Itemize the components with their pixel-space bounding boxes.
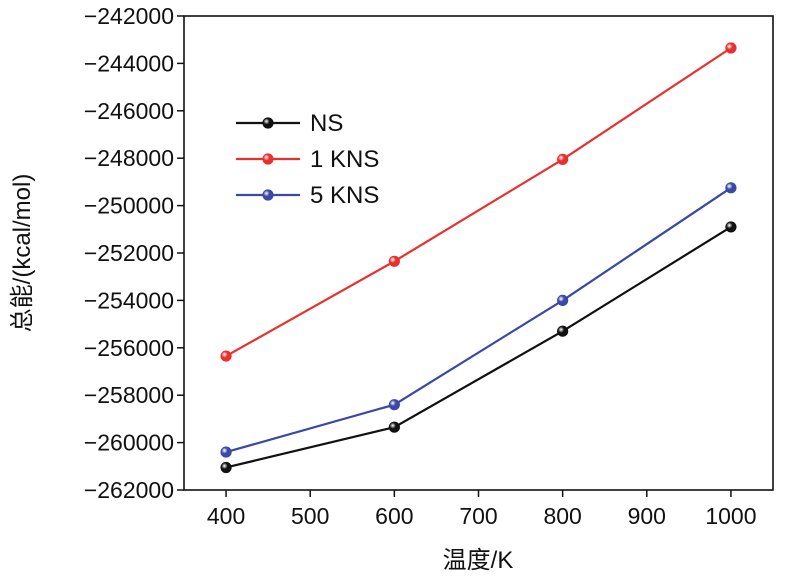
series-line-5-kns <box>225 186 732 454</box>
x-tick-label: 400 <box>207 503 245 529</box>
series-line-ns <box>225 225 732 469</box>
data-point <box>388 399 400 411</box>
y-tick-label: −252000 <box>84 240 174 266</box>
legend-label: 5 KNS <box>310 182 379 209</box>
y-tick-label: −244000 <box>84 50 174 76</box>
data-point <box>557 325 569 337</box>
data-point <box>388 421 400 433</box>
data-point <box>725 42 737 54</box>
data-point <box>557 294 569 306</box>
y-tick-label: −242000 <box>84 3 174 29</box>
x-tick-label: 600 <box>375 503 413 529</box>
legend-label: NS <box>310 110 343 137</box>
data-point <box>557 153 569 165</box>
y-tick-label: −250000 <box>84 193 174 219</box>
legend-swatch-marker <box>262 153 274 165</box>
legend-swatch-marker <box>262 117 274 129</box>
x-tick-label: 500 <box>291 503 329 529</box>
data-point <box>388 255 400 267</box>
y-tick-label: −246000 <box>84 98 174 124</box>
y-tick-label: −258000 <box>84 382 174 408</box>
y-tick-label: −262000 <box>84 477 174 503</box>
y-tick-label: −256000 <box>84 335 174 361</box>
legend-swatch-marker <box>262 189 274 201</box>
legend-label: 1 KNS <box>310 146 379 173</box>
data-point <box>220 461 232 474</box>
data-point <box>220 446 232 458</box>
x-tick-label: 700 <box>459 503 497 529</box>
y-tick-label: −254000 <box>84 287 174 313</box>
y-tick-label: −260000 <box>84 430 174 456</box>
y-tick-label: −248000 <box>84 145 174 171</box>
data-point <box>725 221 737 233</box>
y-axis-title: 总能/(kcal/mol) <box>9 174 36 333</box>
x-tick-label: 900 <box>628 503 666 529</box>
series-layer <box>220 42 737 474</box>
data-point <box>220 350 232 362</box>
x-axis-title: 温度/K <box>443 547 514 574</box>
x-tick-label: 1000 <box>705 503 756 529</box>
legend: NS 1 KNS 5 KNS <box>236 110 379 209</box>
x-tick-label: 800 <box>543 503 581 529</box>
data-point <box>725 182 737 194</box>
axis-ticks: 400 500 600 700 800 900 1000 −262000 −260000 −258… <box>84 3 757 529</box>
series-line-1-kns <box>225 47 732 358</box>
plot-area-frame <box>183 15 774 491</box>
